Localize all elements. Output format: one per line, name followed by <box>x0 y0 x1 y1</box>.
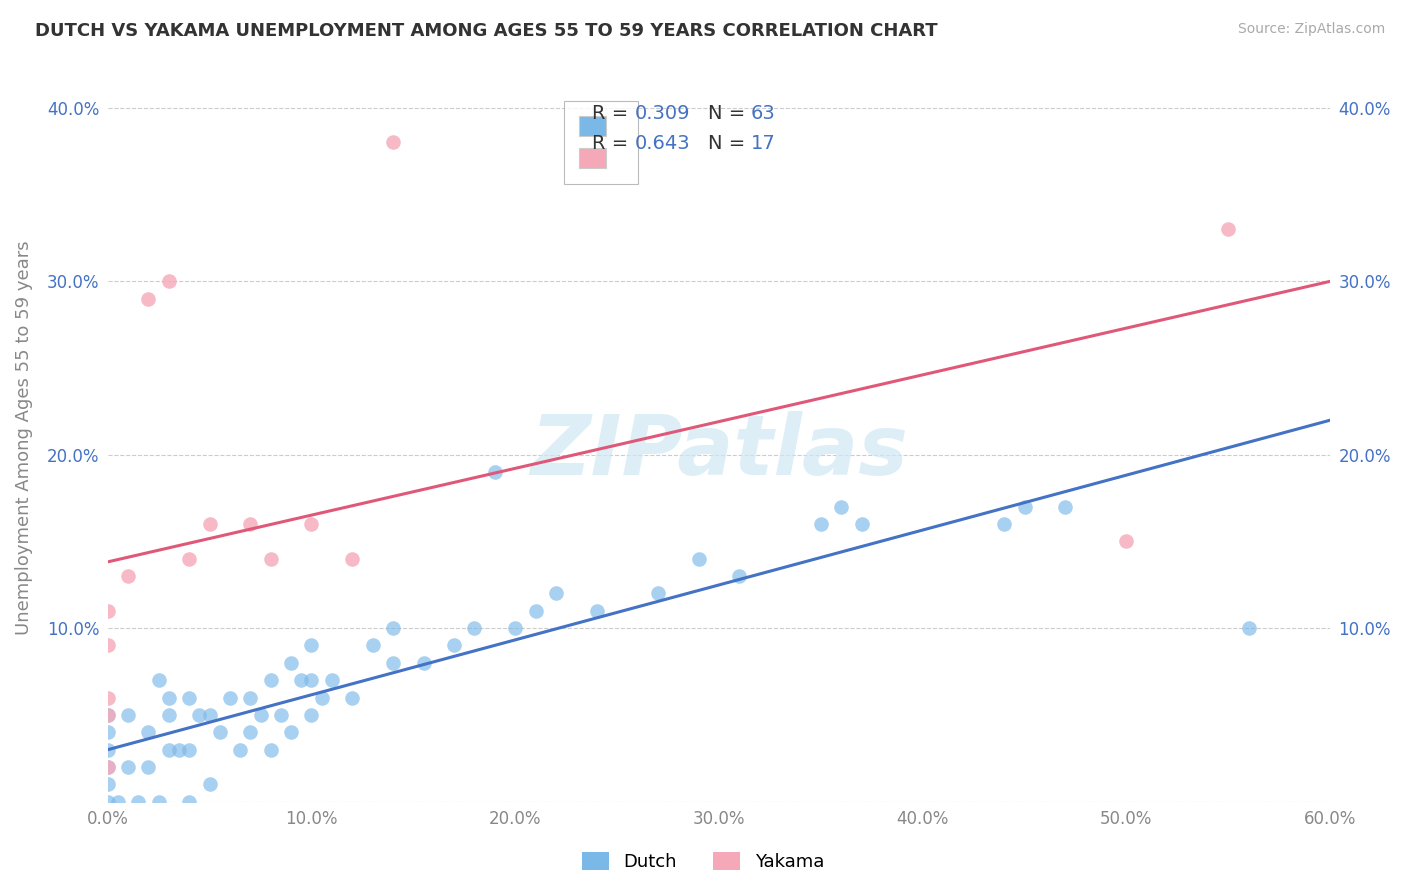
Point <box>993 516 1015 531</box>
Point <box>107 795 129 809</box>
Point <box>249 707 271 722</box>
Point <box>198 707 221 722</box>
Point <box>188 707 211 722</box>
Point <box>321 673 343 688</box>
Point <box>97 690 120 705</box>
Point <box>157 742 180 756</box>
Point <box>198 516 221 531</box>
Text: 17: 17 <box>751 134 776 153</box>
Point <box>647 586 669 600</box>
Point <box>280 656 302 670</box>
Point <box>157 707 180 722</box>
Point <box>728 569 751 583</box>
Text: R =: R = <box>592 103 634 122</box>
Text: N =: N = <box>709 103 751 122</box>
Point <box>198 777 221 791</box>
Point <box>167 742 190 756</box>
Point <box>301 707 323 722</box>
Point <box>1115 534 1137 549</box>
Point <box>688 551 710 566</box>
Text: ZIPatlas: ZIPatlas <box>530 411 908 492</box>
Point <box>97 742 120 756</box>
Point <box>270 707 292 722</box>
Point <box>138 292 160 306</box>
Point <box>544 586 567 600</box>
Point <box>381 656 404 670</box>
Point <box>97 725 120 739</box>
Point <box>585 604 607 618</box>
Point <box>301 516 323 531</box>
Point <box>117 569 139 583</box>
Point <box>138 760 160 774</box>
Point <box>810 516 832 531</box>
Point <box>342 551 364 566</box>
Point <box>280 725 302 739</box>
Point <box>381 621 404 635</box>
Point <box>208 725 231 739</box>
Point <box>361 639 384 653</box>
Point <box>97 760 120 774</box>
Point <box>381 136 404 150</box>
Point <box>97 604 120 618</box>
Point <box>138 725 160 739</box>
Text: N =: N = <box>709 134 751 153</box>
Point <box>1054 500 1077 514</box>
Legend: Dutch, Yakama: Dutch, Yakama <box>575 845 831 879</box>
Point <box>524 604 547 618</box>
Point <box>412 656 434 670</box>
Point <box>463 621 485 635</box>
Point <box>157 690 180 705</box>
Point <box>97 707 120 722</box>
Text: Source: ZipAtlas.com: Source: ZipAtlas.com <box>1237 22 1385 37</box>
Point <box>311 690 333 705</box>
Point <box>97 760 120 774</box>
Text: 0.643: 0.643 <box>634 134 690 153</box>
Point <box>1218 222 1240 236</box>
Point <box>148 795 170 809</box>
Text: DUTCH VS YAKAMA UNEMPLOYMENT AMONG AGES 55 TO 59 YEARS CORRELATION CHART: DUTCH VS YAKAMA UNEMPLOYMENT AMONG AGES … <box>35 22 938 40</box>
Point <box>97 795 120 809</box>
Point <box>117 760 139 774</box>
Point <box>301 639 323 653</box>
Point <box>229 742 252 756</box>
Legend: , : , <box>564 101 637 184</box>
Point <box>260 742 283 756</box>
Point <box>1014 500 1036 514</box>
Text: 0.309: 0.309 <box>634 103 690 122</box>
Point <box>179 795 201 809</box>
Text: R =: R = <box>592 134 634 153</box>
Point <box>342 690 364 705</box>
Point <box>290 673 312 688</box>
Point <box>97 777 120 791</box>
Point <box>117 707 139 722</box>
Point <box>239 516 262 531</box>
Point <box>851 516 873 531</box>
Point <box>443 639 465 653</box>
Point <box>260 551 283 566</box>
Point <box>239 725 262 739</box>
Point <box>219 690 242 705</box>
Point <box>503 621 526 635</box>
Point <box>830 500 852 514</box>
Point <box>1237 621 1260 635</box>
Y-axis label: Unemployment Among Ages 55 to 59 years: Unemployment Among Ages 55 to 59 years <box>15 240 32 634</box>
Point <box>157 274 180 288</box>
Point <box>127 795 149 809</box>
Point <box>484 465 506 479</box>
Point <box>239 690 262 705</box>
Point <box>97 707 120 722</box>
Point <box>301 673 323 688</box>
Point <box>179 690 201 705</box>
Point <box>97 639 120 653</box>
Point <box>179 742 201 756</box>
Point <box>148 673 170 688</box>
Text: 63: 63 <box>751 103 776 122</box>
Point <box>179 551 201 566</box>
Point <box>260 673 283 688</box>
